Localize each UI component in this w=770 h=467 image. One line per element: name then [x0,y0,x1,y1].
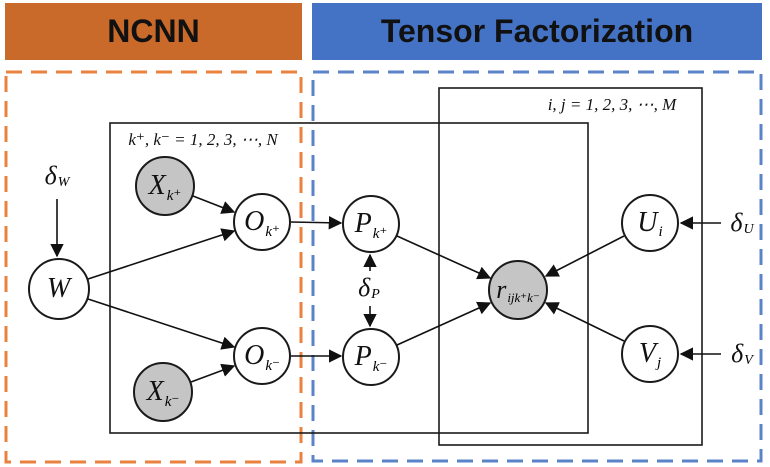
node-u-label: U [637,207,658,238]
ncnn-header: NCNN [5,3,302,60]
node-p-k-minus-label: P [354,341,372,372]
m-plate [438,87,703,446]
edge-xkminus-okminus [190,363,236,383]
node-r-label: r [496,275,507,304]
node-v-label: V [638,338,656,369]
n-plate [109,122,589,434]
tensor-factorization-dashed-region [311,70,763,463]
edge-w-okminus [87,298,236,350]
node-w: W [28,258,90,320]
node-x-k-minus-label: X [146,376,164,407]
edge-u-r [544,235,625,277]
edge-pkminus-r [396,301,492,346]
edge-xkplus-okplus [192,195,236,214]
edge-v-r [544,302,625,342]
edge-w-okplus [87,228,236,280]
m-plate-label: i, j = 1, 2, 3, ⋯, M [547,95,677,114]
n-plate-label: k⁺, k⁻ = 1, 2, 3, ⋯, N [128,130,278,149]
node-r: r ijk⁺k⁻ [488,260,548,320]
tensor-factorization-header-label: Tensor Factorization [380,13,694,49]
edge-okplus-pkplus [290,215,343,230]
node-w-label: W [46,273,71,304]
node-o-k-plus-label: O [244,206,265,237]
node-o-k-minus-label: O [244,340,265,371]
ncnn-header-label: NCNN [107,13,200,49]
node-p-k-plus-label: P [354,208,372,239]
edges-group [50,195,721,383]
ncnn-dashed-region [4,70,303,464]
edge-pkplus-r [396,235,492,280]
node-x-k-plus-label: X [148,170,166,201]
tensor-factorization-header: Tensor Factorization [312,3,762,60]
